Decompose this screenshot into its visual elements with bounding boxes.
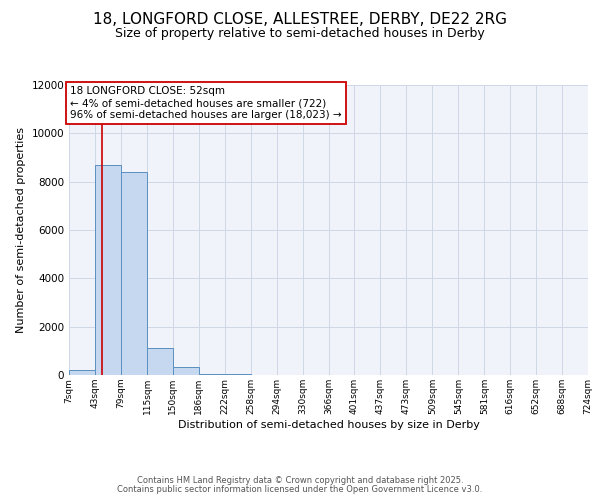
Bar: [95, 165, 121, 375]
Bar: [121, 172, 147, 375]
Bar: [69, 370, 95, 375]
Bar: [199, 374, 224, 375]
Text: Contains HM Land Registry data © Crown copyright and database right 2025.: Contains HM Land Registry data © Crown c…: [137, 476, 463, 485]
Bar: [224, 374, 251, 375]
Bar: [173, 366, 199, 375]
Text: Size of property relative to semi-detached houses in Derby: Size of property relative to semi-detach…: [115, 28, 485, 40]
Text: 18, LONGFORD CLOSE, ALLESTREE, DERBY, DE22 2RG: 18, LONGFORD CLOSE, ALLESTREE, DERBY, DE…: [93, 12, 507, 28]
Y-axis label: Number of semi-detached properties: Number of semi-detached properties: [16, 127, 26, 333]
Text: 18 LONGFORD CLOSE: 52sqm
← 4% of semi-detached houses are smaller (722)
96% of s: 18 LONGFORD CLOSE: 52sqm ← 4% of semi-de…: [70, 86, 342, 120]
Bar: [147, 348, 173, 375]
Text: Contains public sector information licensed under the Open Government Licence v3: Contains public sector information licen…: [118, 485, 482, 494]
X-axis label: Distribution of semi-detached houses by size in Derby: Distribution of semi-detached houses by …: [178, 420, 479, 430]
